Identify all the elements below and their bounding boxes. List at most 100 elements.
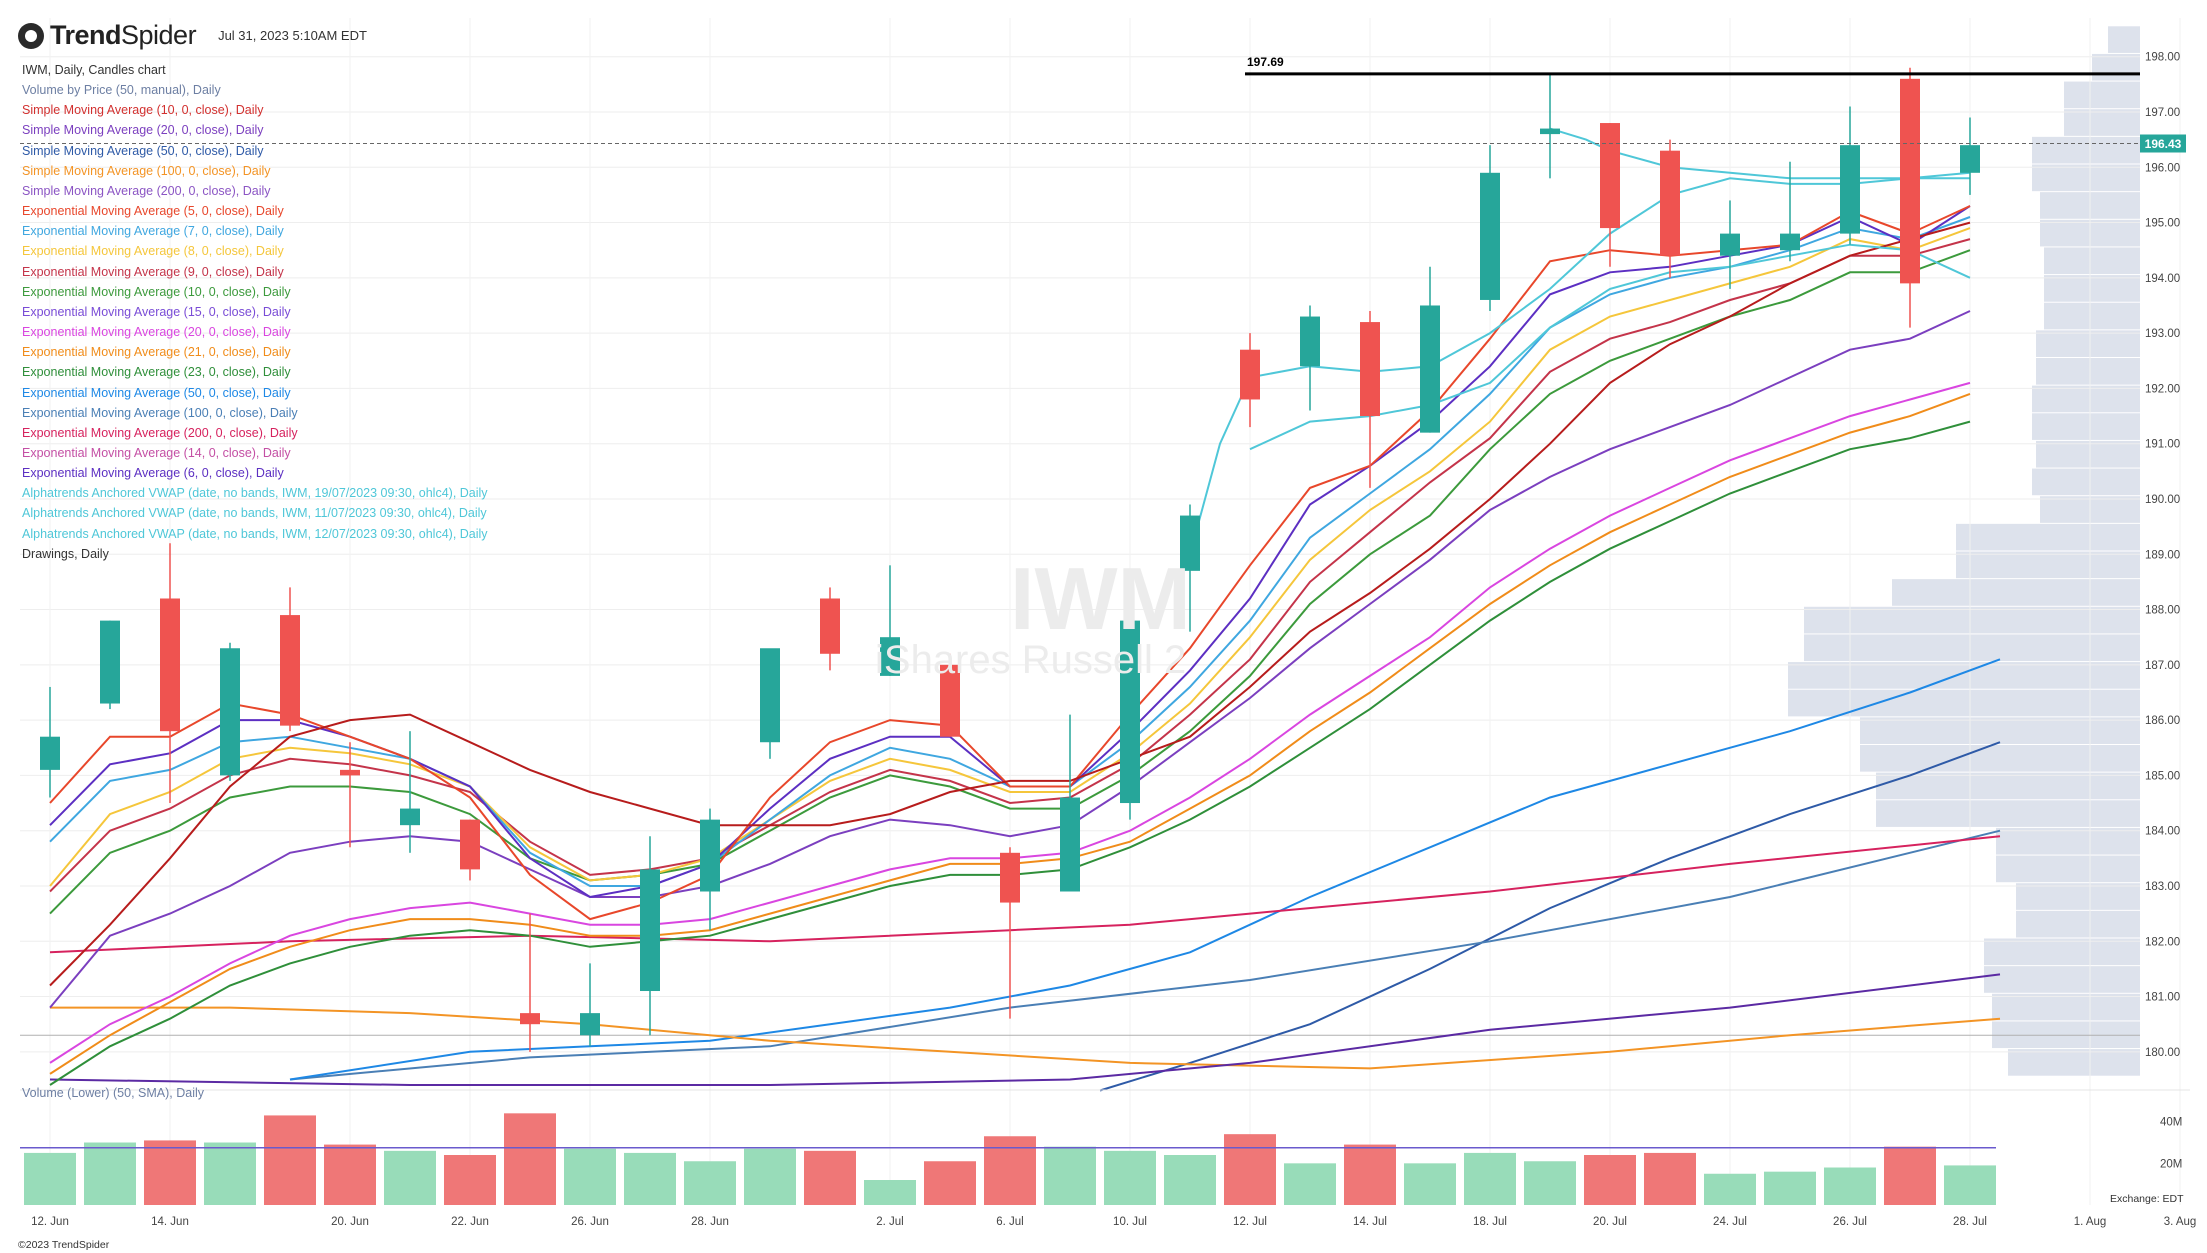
legend-item[interactable]: Exponential Moving Average (200, 0, clos… xyxy=(22,425,298,440)
candle-body[interactable] xyxy=(160,598,180,732)
candle-body[interactable] xyxy=(640,869,660,992)
volume-bar[interactable] xyxy=(1524,1161,1576,1205)
volume-bar[interactable] xyxy=(264,1115,316,1205)
candle-body[interactable] xyxy=(100,620,120,704)
candle-body[interactable] xyxy=(520,1013,540,1025)
candle-body[interactable] xyxy=(1540,128,1560,135)
legend-item[interactable]: Exponential Moving Average (8, 0, close)… xyxy=(22,244,284,259)
legend-item[interactable]: Simple Moving Average (10, 0, close), Da… xyxy=(22,103,264,118)
legend-item[interactable]: Simple Moving Average (200, 0, close), D… xyxy=(22,183,271,198)
volume-bar[interactable] xyxy=(1104,1150,1156,1205)
candle-body[interactable] xyxy=(1120,620,1140,804)
legend-item[interactable]: Exponential Moving Average (7, 0, close)… xyxy=(22,224,284,239)
legend-item[interactable]: Volume by Price (50, manual), Daily xyxy=(22,83,221,98)
legend-item[interactable]: Exponential Moving Average (21, 0, close… xyxy=(22,345,291,360)
candle-body[interactable] xyxy=(580,1013,600,1036)
candle-body[interactable] xyxy=(220,648,240,776)
volume-bar[interactable] xyxy=(1764,1171,1816,1205)
volume-bar[interactable] xyxy=(1824,1167,1876,1206)
legend-item[interactable]: Simple Moving Average (50, 0, close), Da… xyxy=(22,143,264,158)
candle-body[interactable] xyxy=(1600,123,1620,229)
volume-tick-label: 20M xyxy=(2160,1158,2182,1170)
legend-item[interactable]: Exponential Moving Average (5, 0, close)… xyxy=(22,204,284,219)
legend-item[interactable]: Exponential Moving Average (23, 0, close… xyxy=(22,365,291,380)
candle-body[interactable] xyxy=(940,664,960,737)
volume-bar[interactable] xyxy=(204,1142,256,1206)
volume-bar[interactable] xyxy=(1224,1134,1276,1205)
volume-bar[interactable] xyxy=(384,1150,436,1205)
volume-bar[interactable] xyxy=(864,1180,916,1205)
volume-bar[interactable] xyxy=(324,1144,376,1205)
volume-bar[interactable] xyxy=(804,1150,856,1205)
legend-item[interactable]: Drawings, Daily xyxy=(22,546,109,561)
volume-bar[interactable] xyxy=(1884,1146,1936,1205)
volume-bar[interactable] xyxy=(1464,1152,1516,1205)
candle-body[interactable] xyxy=(880,637,900,676)
legend-item[interactable]: Alphatrends Anchored VWAP (date, no band… xyxy=(22,506,487,521)
volume-bar[interactable] xyxy=(444,1155,496,1205)
legend-item[interactable]: Alphatrends Anchored VWAP (date, no band… xyxy=(22,486,488,501)
candle-body[interactable] xyxy=(1060,797,1080,892)
volume-bar[interactable] xyxy=(1344,1144,1396,1205)
volume-bar[interactable] xyxy=(144,1140,196,1205)
legend-item[interactable]: Exponential Moving Average (100, 0, clos… xyxy=(22,405,298,420)
volume-bar[interactable] xyxy=(1164,1155,1216,1205)
candle-body[interactable] xyxy=(1000,852,1020,903)
volume-pane[interactable] xyxy=(20,1089,2190,1206)
legend-item[interactable]: Simple Moving Average (20, 0, close), Da… xyxy=(22,123,264,138)
candle-body[interactable] xyxy=(400,808,420,826)
candle-body[interactable] xyxy=(1240,349,1260,400)
candle-body[interactable] xyxy=(1840,145,1860,234)
volume-bar[interactable] xyxy=(1284,1163,1336,1205)
legend-item[interactable]: Alphatrends Anchored VWAP (date, no band… xyxy=(22,526,488,541)
indicator-legend[interactable]: IWM, Daily, Candles chart Volume by Price… xyxy=(22,60,488,564)
candle-body[interactable] xyxy=(1960,145,1980,173)
candle-body[interactable] xyxy=(460,819,480,870)
volume-bar[interactable] xyxy=(1644,1152,1696,1205)
candle-body[interactable] xyxy=(1780,233,1800,251)
candle-body[interactable] xyxy=(700,819,720,892)
volume-bar[interactable] xyxy=(924,1161,976,1205)
x-tick-label: 3. Aug xyxy=(2164,1216,2197,1228)
volume-bar[interactable] xyxy=(684,1161,736,1205)
volume-bar[interactable] xyxy=(984,1136,1036,1205)
volume-bar[interactable] xyxy=(1404,1163,1456,1205)
candle-body[interactable] xyxy=(340,769,360,776)
volume-bar[interactable] xyxy=(84,1142,136,1206)
candle-body[interactable] xyxy=(1360,322,1380,417)
legend-item[interactable]: Exponential Moving Average (14, 0, close… xyxy=(22,445,291,460)
candle-body[interactable] xyxy=(1300,316,1320,367)
legend-item[interactable]: Simple Moving Average (100, 0, close), D… xyxy=(22,163,271,178)
volume-bar[interactable] xyxy=(24,1152,76,1205)
candle-body[interactable] xyxy=(1480,172,1500,300)
volume-bar[interactable] xyxy=(564,1148,616,1205)
legend-item[interactable]: Exponential Moving Average (10, 0, close… xyxy=(22,284,291,299)
candle-body[interactable] xyxy=(1900,78,1920,284)
candle-body[interactable] xyxy=(40,736,60,770)
volume-bar[interactable] xyxy=(504,1113,556,1205)
candles-layer[interactable] xyxy=(40,67,1980,1052)
trendspider-logo[interactable]: Trend Spider xyxy=(18,20,197,51)
legend-item[interactable]: Exponential Moving Average (9, 0, close)… xyxy=(22,264,284,279)
legend-item[interactable]: IWM, Daily, Candles chart xyxy=(22,63,166,77)
x-tick-label: 24. Jul xyxy=(1713,1216,1747,1228)
candle-body[interactable] xyxy=(1660,150,1680,256)
volume-bar[interactable] xyxy=(1704,1173,1756,1205)
legend-item[interactable]: Exponential Moving Average (50, 0, close… xyxy=(22,385,291,400)
volume-bar[interactable] xyxy=(1944,1165,1996,1205)
candle-body[interactable] xyxy=(280,615,300,726)
volume-bar[interactable] xyxy=(624,1152,676,1205)
volume-pane-label[interactable]: Volume (Lower) (50, SMA), Daily xyxy=(22,1086,205,1100)
candle-body[interactable] xyxy=(760,648,780,743)
volume-bar[interactable] xyxy=(1584,1155,1636,1205)
legend-item[interactable]: Exponential Moving Average (6, 0, close)… xyxy=(22,466,284,481)
volume-bar[interactable] xyxy=(744,1148,796,1205)
candle-body[interactable] xyxy=(820,598,840,654)
volume-bar[interactable] xyxy=(1044,1146,1096,1205)
candle-body[interactable] xyxy=(1180,515,1200,571)
candle-body[interactable] xyxy=(1420,305,1440,433)
candle-body[interactable] xyxy=(1720,233,1740,256)
legend-item[interactable]: Exponential Moving Average (15, 0, close… xyxy=(22,304,291,319)
legend-item[interactable]: Exponential Moving Average (20, 0, close… xyxy=(22,325,291,340)
